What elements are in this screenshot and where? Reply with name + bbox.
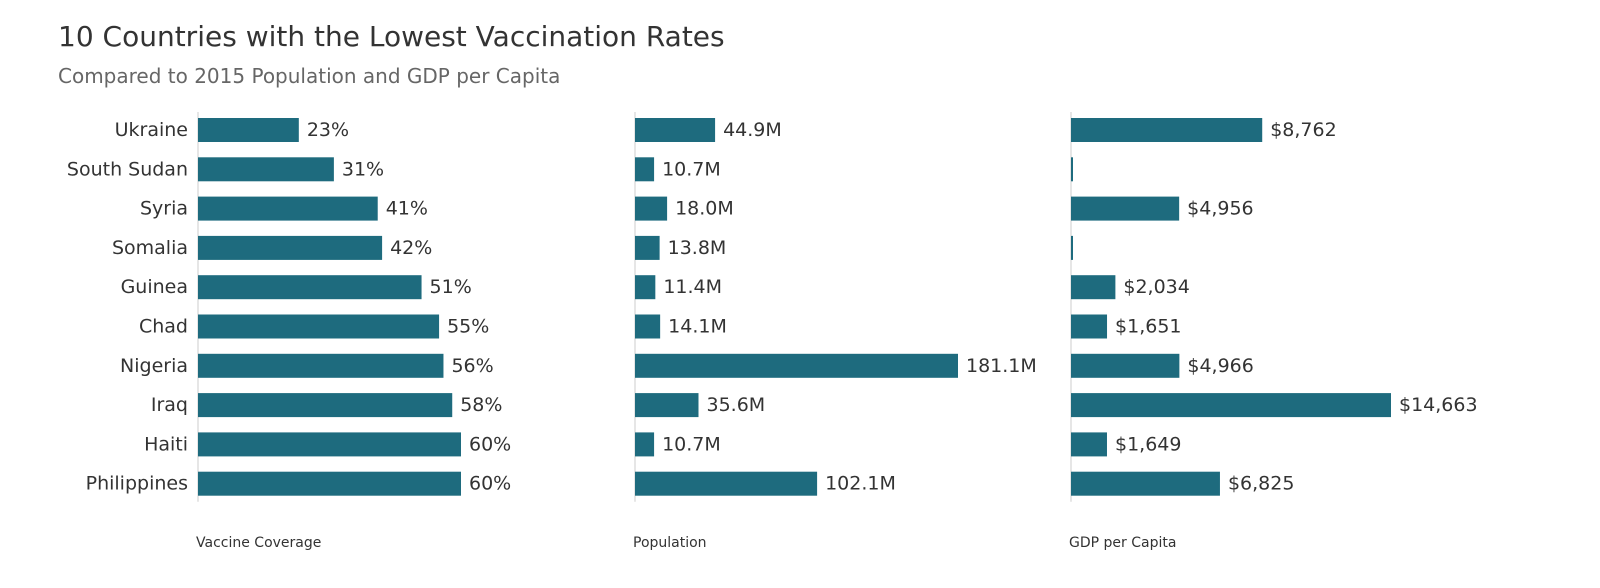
category-label: Iraq (151, 394, 188, 416)
data-label: $6,825 (1228, 473, 1294, 495)
data-label: 102.1M (825, 473, 896, 495)
data-label: 60% (469, 473, 511, 495)
data-label: 181.1M (966, 355, 1037, 377)
bar (1071, 235, 1073, 260)
panel-axis-title: GDP per Capita (1069, 535, 1176, 551)
category-label: Ukraine (115, 119, 188, 141)
data-label: 55% (447, 316, 489, 338)
bar (635, 157, 655, 182)
data-label: 60% (469, 433, 511, 455)
chart-subtitle: Compared to 2015 Population and GDP per … (58, 64, 561, 88)
data-label: 56% (451, 355, 493, 377)
data-label: $2,034 (1123, 276, 1189, 298)
category-label: Philippines (86, 473, 188, 495)
data-label: 10.7M (662, 158, 721, 180)
bar (1071, 118, 1263, 142)
bar (198, 275, 422, 300)
data-label: 42% (390, 237, 432, 259)
bar (198, 196, 378, 221)
data-label: $4,956 (1187, 198, 1253, 220)
data-label: 10.7M (662, 433, 721, 455)
data-label: 18.0M (675, 198, 734, 220)
data-label: 11.4M (663, 276, 722, 298)
bar (635, 471, 818, 496)
bar (1071, 471, 1220, 496)
bar (198, 157, 334, 182)
category-label: Somalia (112, 237, 188, 259)
category-label: Syria (140, 198, 188, 220)
category-label: Chad (139, 316, 188, 338)
bar (635, 393, 699, 418)
panel-axis-title: Vaccine Coverage (196, 535, 321, 551)
panel-axis-title: Population (633, 535, 707, 551)
bar (198, 432, 461, 457)
chart-title: 10 Countries with the Lowest Vaccination… (58, 20, 725, 53)
data-label: 44.9M (723, 119, 782, 141)
bar (635, 314, 661, 339)
data-label: 35.6M (706, 394, 765, 416)
bar (198, 393, 453, 418)
bar (198, 118, 299, 142)
bar (1071, 314, 1108, 339)
data-label: $1,651 (1115, 316, 1181, 338)
data-label: 13.8M (668, 237, 727, 259)
data-label: 14.1M (668, 316, 727, 338)
data-label: $1,649 (1115, 433, 1181, 455)
bar (635, 235, 660, 260)
data-label: $8,762 (1270, 119, 1336, 141)
bar (635, 118, 716, 142)
bar (635, 432, 655, 457)
category-label: Haiti (144, 433, 188, 455)
data-label: 51% (430, 276, 472, 298)
category-label: Guinea (121, 276, 188, 298)
category-label: Nigeria (120, 355, 188, 377)
bar (198, 471, 461, 496)
bar (198, 235, 383, 260)
data-label: 58% (460, 394, 502, 416)
data-label: $4,966 (1187, 355, 1253, 377)
bar (635, 275, 656, 300)
bar (1071, 275, 1116, 300)
data-label: 31% (342, 158, 384, 180)
data-label: 41% (386, 198, 428, 220)
bar (198, 353, 444, 378)
bar (198, 314, 440, 339)
bar (635, 196, 668, 221)
data-label: 23% (307, 119, 349, 141)
category-label: South Sudan (67, 158, 188, 180)
bar (1071, 353, 1180, 378)
bar (1071, 432, 1107, 457)
data-label: $14,663 (1399, 394, 1478, 416)
bar (1071, 393, 1391, 418)
bar (1071, 196, 1180, 221)
bar (1071, 157, 1073, 182)
bar (635, 353, 958, 378)
